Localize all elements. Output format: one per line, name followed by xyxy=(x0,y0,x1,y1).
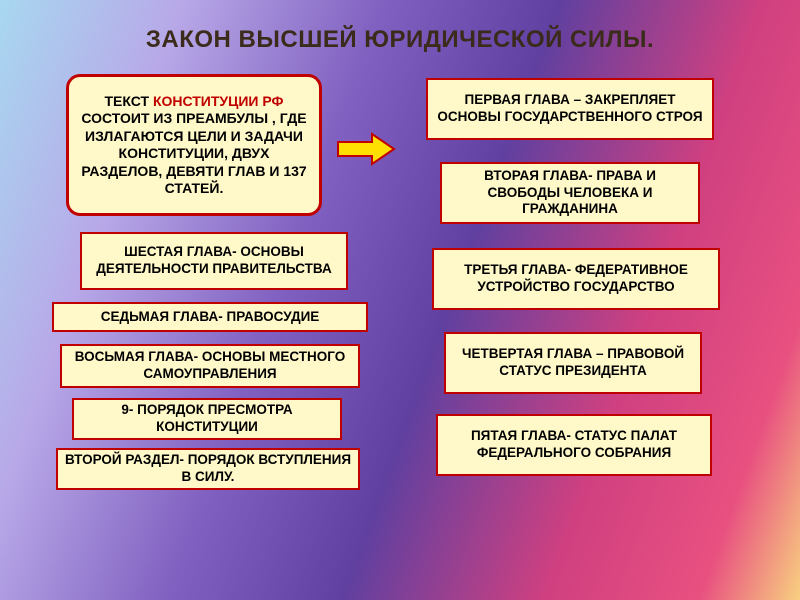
chapter-8-text: ВОСЬМАЯ ГЛАВА- ОСНОВЫ МЕСТНОГО САМОУПРАВ… xyxy=(68,349,352,383)
chapter-7-text: СЕДЬМАЯ ГЛАВА- ПРАВОСУДИЕ xyxy=(101,309,320,326)
intro-box: ТЕКСТ КОНСТИТУЦИИ РФ СОСТОИТ ИЗ ПРЕАМБУЛ… xyxy=(66,74,322,216)
arrow-icon xyxy=(336,132,396,166)
section-2-box: ВТОРОЙ РАЗДЕЛ- ПОРЯДОК ВСТУПЛЕНИЯ В СИЛУ… xyxy=(56,448,360,490)
intro-text: ТЕКСТ КОНСТИТУЦИИ РФ СОСТОИТ ИЗ ПРЕАМБУЛ… xyxy=(81,93,307,198)
intro-rest: СОСТОИТ ИЗ ПРЕАМБУЛЫ , ГДЕ ИЗЛАГАЮТСЯ ЦЕ… xyxy=(81,110,306,196)
chapter-8-box: ВОСЬМАЯ ГЛАВА- ОСНОВЫ МЕСТНОГО САМОУПРАВ… xyxy=(60,344,360,388)
intro-highlight: КОНСТИТУЦИИ РФ xyxy=(153,93,284,109)
chapter-7-box: СЕДЬМАЯ ГЛАВА- ПРАВОСУДИЕ xyxy=(52,302,368,332)
chapter-1-box: ПЕРВАЯ ГЛАВА – ЗАКРЕПЛЯЕТ ОСНОВЫ ГОСУДАР… xyxy=(426,78,714,140)
section-2-text: ВТОРОЙ РАЗДЕЛ- ПОРЯДОК ВСТУПЛЕНИЯ В СИЛУ… xyxy=(64,452,352,486)
chapter-3-text: ТРЕТЬЯ ГЛАВА- ФЕДЕРАТИВНОЕ УСТРОЙСТВО ГО… xyxy=(440,262,712,296)
chapter-9-text: 9- ПОРЯДОК ПРЕСМОТРА КОНСТИТУЦИИ xyxy=(80,402,334,436)
chapter-6-text: ШЕСТАЯ ГЛАВА- ОСНОВЫ ДЕЯТЕЛЬНОСТИ ПРАВИТ… xyxy=(88,244,340,278)
chapter-9-box: 9- ПОРЯДОК ПРЕСМОТРА КОНСТИТУЦИИ xyxy=(72,398,342,440)
chapter-6-box: ШЕСТАЯ ГЛАВА- ОСНОВЫ ДЕЯТЕЛЬНОСТИ ПРАВИТ… xyxy=(80,232,348,290)
chapter-2-text: ВТОРАЯ ГЛАВА- ПРАВА И СВОБОДЫ ЧЕЛОВЕКА И… xyxy=(448,168,692,219)
chapter-3-box: ТРЕТЬЯ ГЛАВА- ФЕДЕРАТИВНОЕ УСТРОЙСТВО ГО… xyxy=(432,248,720,310)
chapter-4-box: ЧЕТВЕРТАЯ ГЛАВА – ПРАВОВОЙ СТАТУС ПРЕЗИД… xyxy=(444,332,702,394)
chapter-4-text: ЧЕТВЕРТАЯ ГЛАВА – ПРАВОВОЙ СТАТУС ПРЕЗИД… xyxy=(452,346,694,380)
intro-prefix: ТЕКСТ xyxy=(105,93,153,109)
chapter-2-box: ВТОРАЯ ГЛАВА- ПРАВА И СВОБОДЫ ЧЕЛОВЕКА И… xyxy=(440,162,700,224)
chapter-5-text: ПЯТАЯ ГЛАВА- СТАТУС ПАЛАТ ФЕДЕРАЛЬНОГО С… xyxy=(444,428,704,462)
page-title: ЗАКОН ВЫСШЕЙ ЮРИДИЧЕСКОЙ СИЛЫ. xyxy=(0,26,800,54)
chapter-5-box: ПЯТАЯ ГЛАВА- СТАТУС ПАЛАТ ФЕДЕРАЛЬНОГО С… xyxy=(436,414,712,476)
chapter-1-text: ПЕРВАЯ ГЛАВА – ЗАКРЕПЛЯЕТ ОСНОВЫ ГОСУДАР… xyxy=(434,92,706,126)
